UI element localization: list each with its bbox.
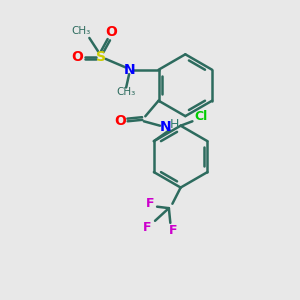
Text: F: F: [169, 224, 178, 237]
Text: F: F: [142, 221, 151, 234]
Text: O: O: [106, 26, 117, 39]
Text: N: N: [160, 120, 172, 134]
Text: CH₃: CH₃: [116, 87, 136, 97]
Text: O: O: [71, 50, 83, 64]
Text: Cl: Cl: [195, 110, 208, 123]
Text: O: O: [114, 114, 126, 128]
Text: F: F: [146, 197, 154, 210]
Text: H: H: [169, 118, 179, 131]
Text: CH₃: CH₃: [71, 26, 90, 37]
Text: N: N: [123, 63, 135, 77]
Text: S: S: [96, 50, 106, 64]
